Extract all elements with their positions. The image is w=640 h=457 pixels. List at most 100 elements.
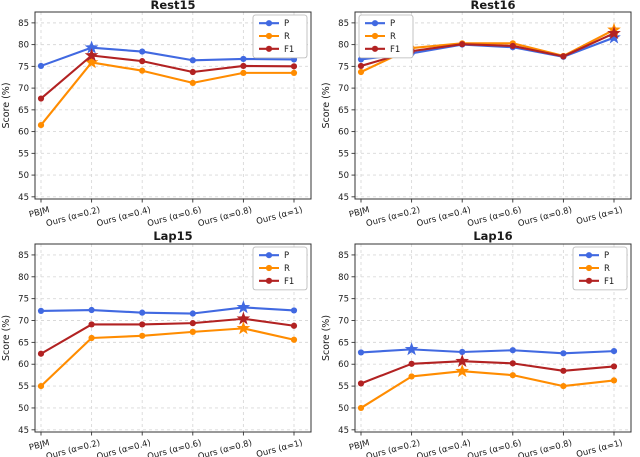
- legend-label: P: [604, 251, 609, 261]
- legend-label: R: [604, 264, 610, 274]
- y-axis-title: Score (%): [321, 82, 332, 128]
- y-tick-label: 65: [338, 106, 349, 116]
- y-tick-label: 55: [18, 149, 29, 159]
- x-tick-label: Ours (α=0.2): [45, 438, 101, 457]
- x-tick-label: Ours (α=0.4): [416, 438, 472, 457]
- data-point: [560, 350, 567, 357]
- x-tick-label: Ours (α=0.2): [365, 205, 421, 229]
- legend: PR F1: [252, 246, 308, 291]
- data-point: [509, 347, 516, 354]
- data-point: [37, 121, 45, 129]
- data-point: [37, 382, 45, 390]
- chart-title: Lap15: [153, 229, 192, 243]
- series-F1: [37, 48, 298, 102]
- data-point: [88, 334, 95, 342]
- legend-label: R: [284, 264, 290, 274]
- x-tick-label: Ours (α=0.8): [517, 205, 573, 229]
- y-tick-label: 70: [338, 84, 349, 94]
- data-point: [357, 404, 365, 412]
- data-point: [240, 62, 247, 70]
- data-point: [37, 62, 45, 70]
- data-point: [240, 55, 247, 63]
- x-tick-label: Ours (α=1): [255, 205, 303, 227]
- legend-label: F1: [604, 277, 614, 287]
- legend-label: F1: [284, 277, 294, 287]
- y-tick-label: 75: [338, 62, 349, 72]
- y-tick-label: 70: [18, 84, 29, 94]
- y-tick-label: 60: [18, 360, 29, 370]
- star-marker: [236, 321, 251, 335]
- y-axis: 45 50 55 60 65 70 75 80 85: [18, 19, 35, 203]
- data-point: [139, 309, 146, 316]
- y-tick-label: 85: [338, 19, 349, 29]
- y-tick-label: 80: [338, 41, 349, 51]
- legend-label: P: [284, 19, 289, 29]
- y-tick-label: 65: [338, 338, 349, 348]
- y-tick-label: 55: [18, 382, 29, 392]
- legend-label: P: [390, 19, 395, 29]
- data-point: [37, 307, 45, 314]
- data-point: [560, 367, 567, 374]
- y-tick-label: 80: [338, 273, 349, 283]
- data-point: [408, 373, 415, 380]
- star-marker: [236, 300, 251, 314]
- series-R: [37, 55, 298, 129]
- data-point: [509, 42, 516, 50]
- star-marker: [84, 55, 99, 69]
- star-marker: [84, 48, 99, 62]
- star-marker: [607, 26, 621, 40]
- y-tick-label: 45: [338, 193, 349, 203]
- star-marker: [607, 30, 621, 44]
- data-point: [357, 62, 365, 70]
- data-point: [139, 332, 146, 339]
- data-point: [509, 372, 516, 379]
- series-P: [357, 342, 618, 357]
- chart-title: Rest15: [150, 0, 195, 12]
- legend: PR F1: [572, 246, 628, 291]
- star-marker: [455, 353, 470, 367]
- plot-border: [354, 243, 632, 433]
- y-tick-label: 60: [338, 128, 349, 138]
- chart-rest15: 45 50 55 60 65 70 75 80 85 PBJM Ours (α=0.2) Ours (…: [0, 0, 320, 229]
- legend-label: F1: [284, 45, 294, 55]
- data-point: [560, 53, 567, 60]
- legend-label: F1: [390, 45, 400, 55]
- y-tick-label: 50: [18, 404, 29, 414]
- data-point: [189, 68, 196, 76]
- legend-label: R: [390, 32, 396, 42]
- data-point: [459, 348, 466, 356]
- data-point: [610, 363, 618, 370]
- x-tick-label: Ours (α=0.8): [517, 438, 573, 457]
- y-tick-label: 55: [338, 149, 349, 159]
- data-point: [560, 382, 567, 390]
- data-point: [88, 321, 95, 328]
- plot-border: [354, 11, 632, 200]
- data-point: [509, 360, 516, 367]
- data-point: [37, 95, 45, 102]
- y-tick-label: 75: [18, 62, 29, 72]
- x-tick-label: Ours (α=0.4): [96, 205, 152, 229]
- data-point: [459, 41, 466, 48]
- y-tick-label: 45: [18, 426, 29, 436]
- y-tick-label: 85: [18, 251, 29, 261]
- y-tick-label: 60: [18, 128, 29, 138]
- x-tick-label: Ours (α=0.4): [416, 205, 472, 229]
- series-R: [37, 321, 298, 390]
- data-point: [290, 336, 298, 343]
- data-point: [139, 58, 146, 65]
- y-tick-label: 70: [18, 317, 29, 327]
- data-point: [139, 67, 146, 74]
- legend: PR F1: [252, 14, 308, 59]
- y-tick-label: 70: [338, 317, 349, 327]
- y-tick-label: 65: [18, 338, 29, 348]
- data-point: [610, 377, 618, 384]
- y-tick-label: 55: [338, 382, 349, 392]
- y-tick-label: 50: [338, 171, 349, 181]
